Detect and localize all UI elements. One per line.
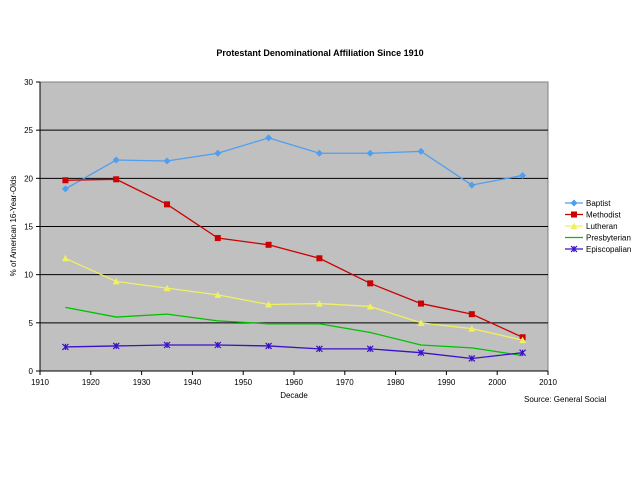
data-point-methodist: [367, 280, 374, 287]
data-point-episcopalian: [112, 342, 120, 350]
legend-marker-episcopalian: [570, 245, 578, 253]
series-line-presbyterian: [65, 306, 523, 357]
series-line-methodist: [65, 178, 523, 338]
data-point-lutheran: [315, 300, 323, 307]
x-tick-label: 2000: [488, 378, 506, 387]
legend-label-lutheran: Lutheran: [586, 222, 618, 231]
data-point-baptist: [315, 149, 323, 157]
data-point-episcopalian: [519, 349, 527, 357]
y-axis-label: % of American 16-Year-Olds: [9, 176, 18, 277]
data-point-lutheran: [61, 254, 69, 262]
x-tick-label: 1960: [285, 378, 303, 387]
y-tick-label: 20: [24, 174, 33, 183]
data-point-episcopalian: [61, 343, 69, 351]
y-tick-label: 25: [24, 126, 33, 135]
y-tick-label: 5: [29, 319, 34, 328]
data-point-episcopalian: [163, 341, 171, 349]
data-point-baptist: [265, 134, 273, 142]
x-tick-label: 1920: [82, 378, 100, 387]
series-line-episcopalian: [65, 344, 523, 360]
chart-title: Protestant Denominational Affiliation Si…: [216, 48, 423, 58]
series-line-lutheran: [65, 257, 523, 341]
data-point-lutheran: [214, 291, 222, 298]
x-tick-label: 1990: [438, 378, 456, 387]
data-point-methodist: [62, 177, 69, 184]
x-tick-label: 1930: [133, 378, 151, 387]
x-tick-label: 2010: [539, 378, 557, 387]
y-tick-label: 0: [29, 367, 34, 376]
series-lines: [61, 134, 527, 362]
x-tick-label: 1910: [31, 378, 49, 387]
data-point-methodist: [164, 201, 170, 208]
data-point-lutheran: [519, 336, 527, 344]
data-point-lutheran: [163, 284, 171, 292]
data-point-methodist: [265, 241, 272, 248]
legend-marker-baptist: [570, 199, 578, 207]
data-point-methodist: [214, 235, 221, 242]
data-point-lutheran: [265, 301, 273, 308]
data-point-methodist: [113, 176, 120, 183]
data-point-methodist: [468, 311, 475, 318]
x-axis-ticks: 1910 1920 1930 1940 1950 1960 1970 1980 1990 2000…: [31, 371, 557, 387]
y-tick-label: 10: [24, 271, 33, 280]
gridlines: [40, 129, 548, 324]
data-point-episcopalian: [366, 345, 374, 353]
x-tick-label: 1940: [184, 378, 202, 387]
y-axis-ticks: 0 5 10 15 20 25 30: [24, 78, 40, 376]
legend-label-presbyterian: Presbyterian: [586, 234, 631, 243]
data-point-episcopalian: [214, 341, 222, 349]
x-tick-label: 1950: [234, 378, 252, 387]
data-point-methodist: [316, 255, 323, 262]
legend-marker-methodist: [571, 211, 577, 218]
data-point-baptist: [61, 185, 69, 193]
y-tick-label: 30: [24, 78, 33, 87]
data-point-lutheran: [417, 319, 425, 326]
data-point-methodist: [418, 300, 424, 307]
data-point-baptist: [468, 181, 476, 189]
data-point-baptist: [112, 156, 120, 164]
x-axis-label: Decade: [280, 391, 308, 400]
x-tick-label: 1980: [387, 378, 405, 387]
data-point-baptist: [366, 149, 374, 157]
source-note: Source: General Social: [524, 395, 606, 404]
data-point-episcopalian: [468, 355, 476, 362]
data-point-lutheran: [468, 325, 476, 332]
data-point-baptist: [214, 149, 222, 157]
y-tick-label: 15: [24, 223, 33, 232]
data-point-lutheran: [366, 302, 374, 310]
legend-label-episcopalian: Episcopalian: [586, 245, 631, 254]
legend-label-baptist: Baptist: [586, 199, 611, 208]
legend-label-methodist: Methodist: [586, 211, 621, 220]
series-line-baptist: [65, 137, 523, 190]
data-point-baptist: [417, 147, 425, 155]
data-point-baptist: [519, 171, 527, 179]
data-point-lutheran: [112, 277, 120, 285]
data-point-episcopalian: [417, 349, 425, 357]
x-tick-label: 1970: [336, 378, 354, 387]
legend-marker-lutheran: [570, 222, 578, 229]
data-point-episcopalian: [315, 345, 323, 353]
data-point-baptist: [163, 157, 171, 165]
legend: Baptist Methodist Lutheran Presbyterian Epis…: [565, 199, 631, 254]
data-point-episcopalian: [265, 342, 273, 350]
